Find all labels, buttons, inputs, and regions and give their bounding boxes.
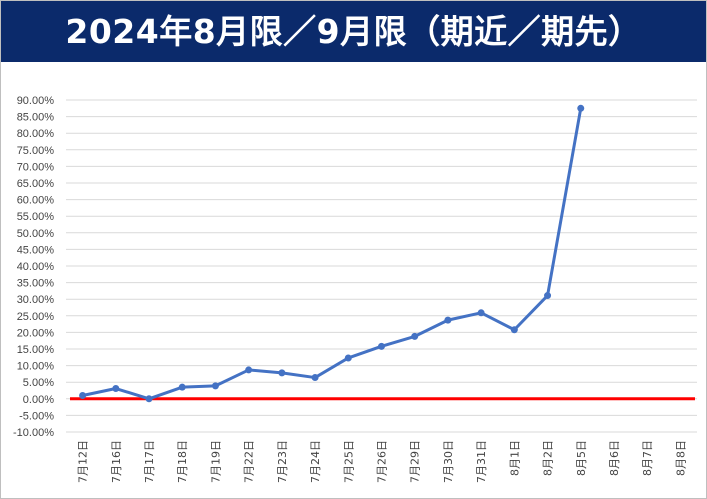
x-tick-label: 7月26日 [376,440,389,483]
y-tick-label: 50.00% [17,228,55,240]
data-point [544,292,552,300]
y-axis-ticks: 90.00% 85.00% 80.00% 75.00% 70.00% 65.00% 60.0… [13,95,54,439]
y-tick-label: 5.00% [23,377,54,389]
y-tick-label: 30.00% [17,294,55,306]
x-tick-label: 8月8日 [674,440,687,476]
data-point [211,382,219,390]
y-tick-label: 10.00% [17,361,55,373]
x-tick-label: 8月6日 [608,440,621,476]
x-tick-label: 8月2日 [542,440,555,476]
y-tick-label: 80.00% [17,128,55,140]
y-tick-label: 70.00% [17,161,55,173]
data-point [577,104,585,112]
y-tick-label: -10.00% [13,427,54,439]
y-tick-label: 85.00% [17,112,55,124]
x-tick-label: 7月23日 [276,440,289,483]
x-tick-label: 7月24日 [309,440,322,483]
y-tick-label: 20.00% [17,327,55,339]
data-point [112,385,120,393]
y-tick-label: 45.00% [17,244,55,256]
x-tick-label: 8月5日 [575,440,588,476]
data-point [510,326,518,334]
data-point [79,391,87,399]
data-point [411,332,419,340]
data-point [344,354,352,362]
x-tick-label: 8月7日 [641,440,654,476]
y-tick-label: -5.00% [19,410,54,422]
x-tick-label: 7月31日 [475,440,488,483]
y-tick-label: 65.00% [17,178,55,190]
x-tick-label: 7月30日 [442,440,455,483]
data-point [178,383,186,391]
x-tick-label: 7月18日 [176,440,189,483]
x-tick-label: 7月17日 [143,440,156,483]
y-tick-label: 35.00% [17,278,55,290]
y-tick-label: 0.00% [23,394,54,406]
data-point [444,316,452,324]
x-tick-label: 7月16日 [110,440,123,483]
x-tick-label: 8月1日 [508,440,521,476]
x-tick-label: 7月22日 [243,440,256,483]
data-point [477,309,485,317]
y-tick-label: 55.00% [17,211,55,223]
y-tick-label: 15.00% [17,344,55,356]
data-point [245,366,253,374]
x-axis-ticks: 7月12日 7月16日 7月17日 7月18日 7月19日 7月22日 7月23日 7月24日… [77,440,688,483]
series-line [82,108,583,401]
data-point [378,342,385,350]
y-tick-label: 40.00% [17,261,55,273]
y-tick-label: 90.00% [17,95,55,107]
x-tick-label: 7月19日 [209,440,222,483]
x-tick-label: 7月12日 [77,440,90,483]
x-tick-label: 7月29日 [409,440,422,483]
data-point [311,374,319,382]
chart-title: 2024年8月限／9月限（期近／期先） [1,1,706,62]
y-tick-label: 75.00% [17,145,55,157]
data-point [145,395,153,403]
y-tick-label: 60.00% [17,195,55,207]
series [79,104,585,403]
x-tick-label: 7月25日 [342,440,355,483]
data-point [278,369,286,377]
y-tick-label: 25.00% [17,311,55,323]
grid-lines [66,99,697,433]
